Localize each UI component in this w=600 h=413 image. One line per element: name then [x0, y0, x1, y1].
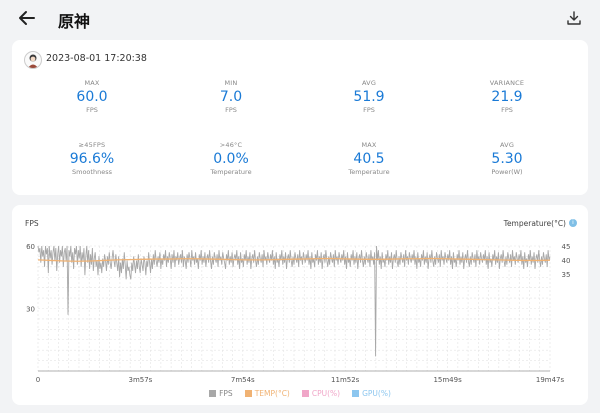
- stat-value: 40.5: [353, 151, 385, 167]
- stat-variance-fps: VARIANCE 21.9 FPS: [447, 79, 567, 114]
- stat-label: ≥45FPS: [78, 141, 106, 149]
- temperature-series-line: [37, 257, 551, 262]
- chart-legend: FPS TEMP(°C) CPU(%) GPU(%): [12, 389, 588, 398]
- x-tick-label: 19m47s: [536, 376, 565, 384]
- stat-avg-fps: AVG 51.9 FPS: [309, 79, 429, 114]
- legend-item[interactable]: TEMP(°C): [244, 389, 290, 398]
- stat-unit: FPS: [86, 106, 98, 114]
- stat-max-fps: MAX 60.0 FPS: [32, 79, 152, 114]
- stat-value: 51.9: [353, 89, 385, 105]
- game-avatar: [24, 51, 42, 69]
- y-right-tick-label: 45: [562, 243, 571, 251]
- summary-card: 2023-08-01 17:20:38 MAX 60.0 FPS MIN 7.0…: [12, 40, 588, 195]
- stat-value: 0.0%: [213, 151, 249, 167]
- stat-label: MAX: [84, 79, 100, 87]
- stat-unit: FPS: [501, 106, 513, 114]
- legend-swatch: [209, 390, 217, 397]
- stat-label: AVG: [361, 79, 377, 87]
- stat-unit: FPS: [363, 106, 375, 114]
- stat-value: 5.30: [491, 151, 523, 167]
- stat-label: VARIANCE: [489, 79, 525, 87]
- fps-axis-label: FPS: [25, 219, 39, 228]
- stat-unit: Smoothness: [72, 168, 112, 176]
- stat-label: MAX: [361, 141, 377, 149]
- y-right-tick-label: 35: [562, 271, 571, 279]
- legend-label: TEMP(°C): [254, 389, 290, 398]
- info-icon[interactable]: i: [569, 219, 577, 227]
- stat-value: 60.0: [76, 89, 108, 105]
- legend-item[interactable]: CPU(%): [301, 389, 341, 398]
- stat-min-fps: MIN 7.0 FPS: [171, 79, 291, 114]
- stat-value: 7.0: [219, 89, 243, 105]
- stat-unit: Power(W): [491, 168, 523, 176]
- x-tick-label: 0: [36, 376, 40, 384]
- stat-value: 21.9: [491, 89, 523, 105]
- download-icon[interactable]: [565, 9, 583, 27]
- stat-value: 96.6%: [69, 151, 115, 167]
- legend-swatch: [352, 390, 360, 397]
- stat-label: >46°C: [219, 141, 243, 149]
- y-right-tick-label: 40: [562, 257, 571, 265]
- y-left-tick-label: 30: [26, 306, 35, 314]
- stat-over-temp: >46°C 0.0% Temperature: [171, 141, 291, 176]
- temperature-axis-label: Temperature(°C): [503, 219, 566, 228]
- legend-item[interactable]: FPS: [209, 389, 233, 398]
- legend-item[interactable]: GPU(%): [352, 389, 391, 398]
- y-left-tick-label: 60: [26, 243, 35, 251]
- x-tick-label: 7m54s: [231, 376, 255, 384]
- page-title: 原神: [58, 12, 91, 31]
- legend-label: CPU(%): [311, 389, 341, 398]
- x-tick-label: 3m57s: [128, 376, 152, 384]
- legend-label: GPU(%): [362, 389, 391, 398]
- fps-series-line: [37, 245, 551, 357]
- stat-label: MIN: [224, 79, 238, 87]
- legend-swatch: [301, 390, 309, 397]
- stat-unit: Temperature: [210, 168, 252, 176]
- legend-label: FPS: [219, 389, 233, 398]
- session-timestamp: 2023-08-01 17:20:38: [46, 53, 147, 64]
- chart-card: FPS Temperature(°C) i 60 30 45 40 35 0 3m57s 7m…: [12, 205, 588, 405]
- top-bar: 原神: [0, 0, 600, 38]
- legend-swatch: [244, 390, 252, 397]
- stat-unit: Temperature: [348, 168, 390, 176]
- stat-smoothness: ≥45FPS 96.6% Smoothness: [32, 141, 152, 176]
- x-tick-label: 11m52s: [331, 376, 360, 384]
- stat-unit: FPS: [225, 106, 237, 114]
- x-tick-label: 15m49s: [433, 376, 462, 384]
- stat-avg-power: AVG 5.30 Power(W): [447, 141, 567, 176]
- stat-label: AVG: [499, 141, 515, 149]
- fps-temperature-chart: 60 30 45 40 35 0 3m57s 7m54s 11m52s 15m49s 19m47s: [26, 243, 571, 384]
- back-arrow-icon[interactable]: [16, 7, 38, 29]
- stat-max-temp: MAX 40.5 Temperature: [309, 141, 429, 176]
